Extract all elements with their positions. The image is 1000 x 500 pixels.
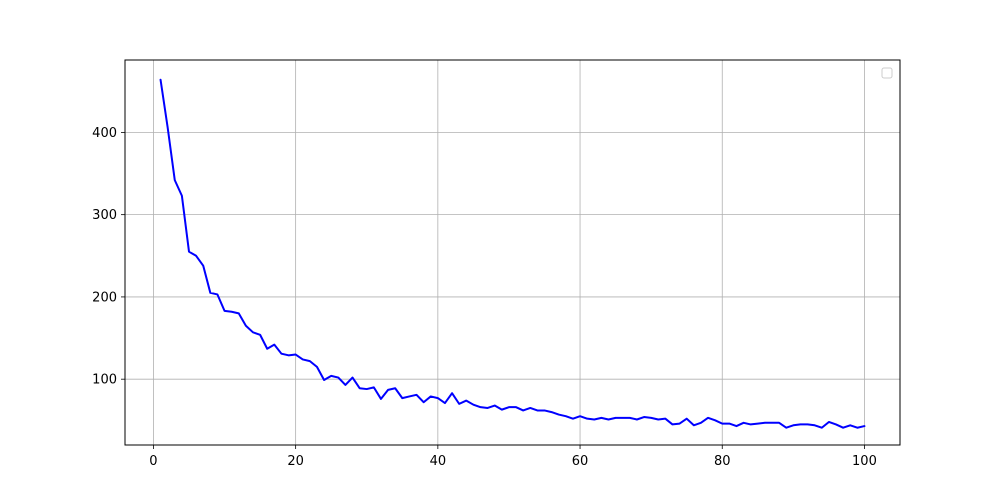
y-tick-label-1: 200 [92, 290, 117, 305]
x-tick-label-1: 20 [287, 454, 304, 469]
y-tick-label-2: 300 [92, 208, 117, 223]
plot-frame [124, 59, 901, 446]
grid-layer [125, 60, 900, 445]
y-tick-label-0: 100 [92, 373, 117, 388]
ticks-layer: 0 20 40 60 80 100 100 200 300 400 [92, 126, 877, 469]
series-layer [159, 78, 866, 429]
x-tick-label-0: 0 [149, 454, 157, 469]
y-tick-label-3: 400 [92, 126, 117, 141]
series-line-0 [159, 78, 866, 429]
legend-box [881, 67, 893, 79]
x-tick-label-2: 40 [430, 454, 447, 469]
x-tick-label-3: 60 [572, 454, 589, 469]
x-tick-label-5: 100 [852, 454, 877, 469]
x-tick-label-4: 80 [714, 454, 731, 469]
